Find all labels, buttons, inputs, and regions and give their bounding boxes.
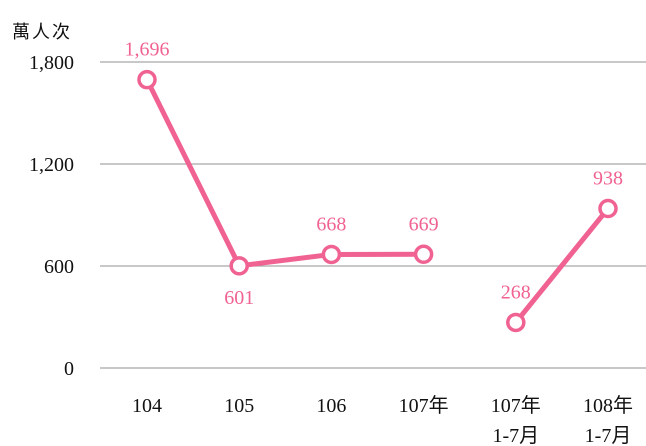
x-tick-label-secondary: 1-7月 [585,425,632,446]
x-tick-label: 104 [132,395,162,417]
data-point [413,244,434,265]
data-point [229,256,249,276]
x-tick-label-secondary: 1-7月 [492,425,539,446]
x-tick-label: 107年 [399,394,449,417]
data-label: 601 [224,287,254,309]
series-line [513,206,611,325]
y-tick-label: 600 [44,256,74,278]
y-axis-unit-label: 萬人次 [12,22,72,43]
x-tick-label: 106 [316,395,346,417]
data-point [506,312,526,333]
data-label: 938 [593,168,623,190]
x-tick-label: 105 [224,395,254,417]
data-point [598,198,618,219]
data-label: 668 [316,213,346,235]
y-tick-label: 1,200 [29,154,74,176]
data-label: 268 [501,281,531,303]
series-line [144,77,427,269]
x-tick-label: 107年 [491,394,541,417]
data-point [137,69,157,90]
x-tick-label: 108年 [583,394,633,417]
data-point [321,244,342,265]
data-label: 1,696 [125,39,170,61]
y-tick-label: 1,800 [29,52,74,74]
data-label: 669 [409,213,439,235]
y-tick-label: 0 [64,358,74,380]
